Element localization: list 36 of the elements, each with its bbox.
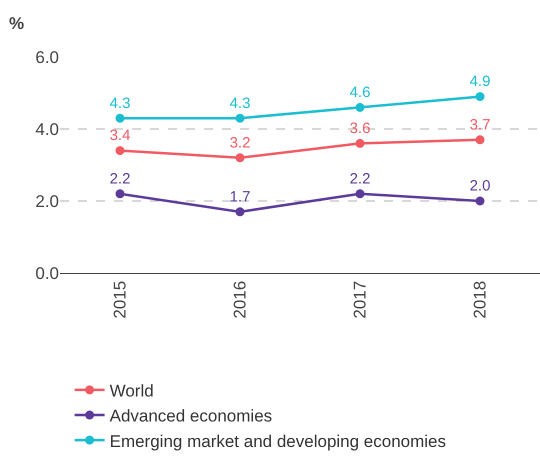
data-label: 2.0 <box>470 178 490 195</box>
legend-label: Emerging market and developing economies <box>110 432 446 451</box>
point <box>236 153 244 162</box>
y-tick-label: 0.0 <box>35 264 59 283</box>
point <box>476 196 484 206</box>
legend-label: Advanced economies <box>110 406 272 426</box>
point <box>116 114 124 123</box>
legend-label: World <box>110 382 154 401</box>
data-label: 3.2 <box>230 134 250 152</box>
data-label: 4.6 <box>350 84 370 102</box>
data-label: 4.9 <box>470 73 490 90</box>
data-label: 4.3 <box>230 94 250 112</box>
point <box>356 189 364 198</box>
data-label: 2.2 <box>110 170 130 188</box>
point <box>356 102 364 112</box>
point <box>236 207 244 216</box>
data-label: 3.6 <box>350 120 370 138</box>
x-tick-label: 2016 <box>230 280 250 319</box>
x-tick-label: 2017 <box>350 280 370 319</box>
data-label: 3.7 <box>470 116 490 134</box>
point <box>356 138 364 148</box>
y-axis-title: % <box>9 14 24 33</box>
point <box>476 135 484 144</box>
data-label: 4.3 <box>110 94 130 112</box>
y-tick-label: 4.0 <box>35 120 59 139</box>
x-tick-label: 2018 <box>470 280 490 319</box>
point <box>116 146 124 156</box>
point <box>476 92 484 102</box>
data-label: 2.2 <box>350 170 370 188</box>
data-label: 3.4 <box>110 127 130 144</box>
data-label: 1.7 <box>230 188 250 206</box>
point <box>236 114 244 123</box>
y-tick-label: 2.0 <box>35 192 59 211</box>
x-tick-label: 2015 <box>110 280 130 319</box>
y-tick-label: 6.0 <box>35 48 59 67</box>
point <box>116 189 124 198</box>
